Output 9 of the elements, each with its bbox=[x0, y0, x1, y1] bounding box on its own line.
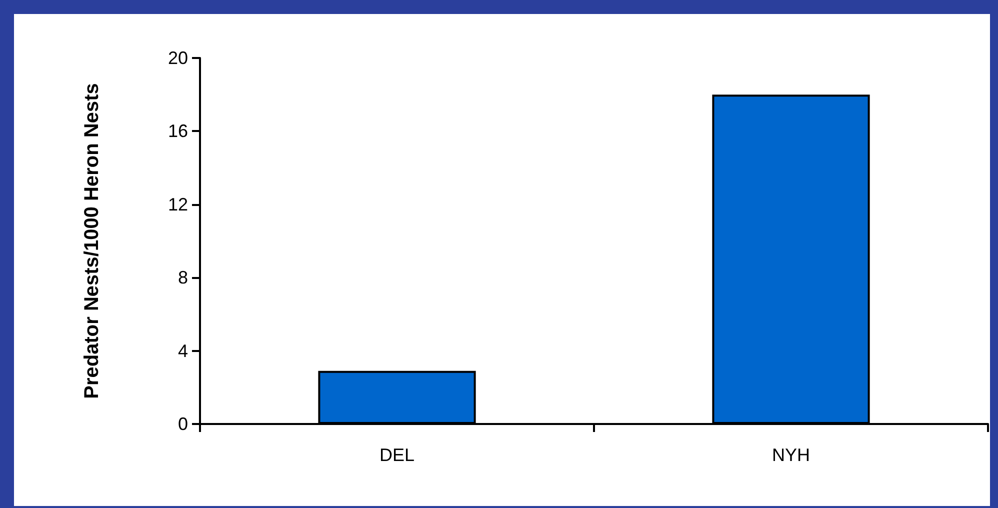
y-tick-label: 4 bbox=[178, 340, 188, 361]
y-tick-label: 16 bbox=[168, 121, 188, 142]
y-tick-label: 0 bbox=[178, 414, 188, 434]
y-axis-title: Predator Nests/1000 Heron Nests bbox=[81, 83, 103, 399]
x-tick-label: NYH bbox=[772, 445, 810, 465]
y-tick-label: 20 bbox=[168, 48, 188, 68]
y-tick-label: 12 bbox=[168, 194, 188, 214]
y-tick-label: 8 bbox=[178, 268, 188, 288]
x-tick-label: DEL bbox=[379, 445, 415, 465]
